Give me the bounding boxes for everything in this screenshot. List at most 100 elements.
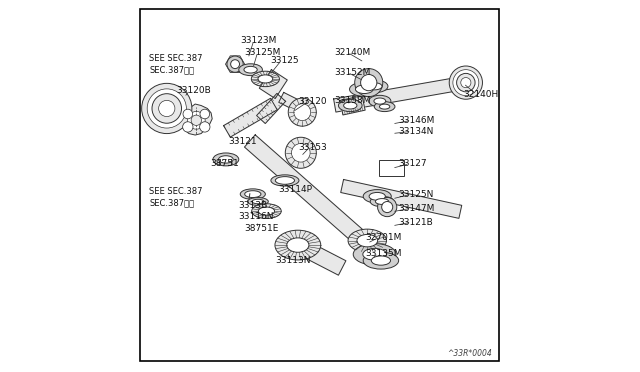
Ellipse shape: [370, 196, 394, 207]
Ellipse shape: [271, 175, 299, 186]
Text: 33152M: 33152M: [334, 68, 371, 77]
Ellipse shape: [371, 256, 390, 265]
Ellipse shape: [152, 94, 182, 123]
Ellipse shape: [200, 122, 210, 132]
Text: SEC.387参照: SEC.387参照: [149, 198, 195, 207]
Polygon shape: [259, 70, 287, 99]
Ellipse shape: [288, 98, 316, 126]
Text: 33121B: 33121B: [398, 218, 433, 227]
Text: 33123M: 33123M: [241, 36, 277, 45]
Text: 33125M: 33125M: [244, 48, 281, 57]
Ellipse shape: [294, 104, 310, 121]
Ellipse shape: [362, 80, 388, 93]
Ellipse shape: [287, 238, 309, 252]
Text: 33134N: 33134N: [398, 127, 434, 136]
Ellipse shape: [239, 64, 262, 76]
Text: 3313B: 3313B: [238, 201, 267, 210]
Ellipse shape: [183, 109, 193, 119]
Ellipse shape: [252, 204, 281, 218]
Ellipse shape: [363, 190, 391, 203]
Text: 32140M: 32140M: [334, 48, 371, 57]
Ellipse shape: [240, 189, 266, 199]
Ellipse shape: [349, 82, 379, 96]
Ellipse shape: [378, 198, 397, 217]
Ellipse shape: [230, 60, 239, 68]
Polygon shape: [333, 76, 467, 112]
Polygon shape: [225, 56, 244, 73]
Ellipse shape: [244, 191, 261, 198]
Ellipse shape: [285, 137, 316, 168]
Polygon shape: [244, 135, 383, 259]
Ellipse shape: [188, 112, 205, 129]
Ellipse shape: [367, 83, 382, 90]
Text: 33147M: 33147M: [398, 203, 435, 213]
Text: 33158M: 33158M: [334, 96, 371, 105]
Text: 33113N: 33113N: [275, 256, 310, 265]
Ellipse shape: [252, 71, 280, 87]
Ellipse shape: [449, 66, 483, 99]
Ellipse shape: [244, 66, 257, 73]
Ellipse shape: [147, 89, 186, 128]
Ellipse shape: [191, 115, 202, 125]
Text: 32140H: 32140H: [463, 90, 499, 99]
Polygon shape: [257, 93, 285, 124]
Text: 33125: 33125: [270, 56, 299, 65]
Ellipse shape: [380, 104, 390, 109]
Text: 33120: 33120: [298, 97, 326, 106]
Ellipse shape: [374, 98, 386, 104]
Text: 38751: 38751: [210, 158, 239, 168]
Ellipse shape: [182, 122, 193, 132]
Text: 33114P: 33114P: [278, 185, 313, 194]
Text: 33121: 33121: [228, 137, 257, 146]
Ellipse shape: [369, 192, 385, 200]
Ellipse shape: [258, 75, 273, 83]
Polygon shape: [223, 98, 277, 137]
Ellipse shape: [381, 202, 393, 212]
Text: SEC.387参照: SEC.387参照: [149, 65, 195, 74]
Text: 32701M: 32701M: [365, 233, 401, 242]
Text: SEE SEC.387: SEE SEC.387: [149, 187, 203, 196]
Ellipse shape: [369, 95, 391, 107]
Ellipse shape: [159, 100, 175, 116]
Ellipse shape: [227, 56, 243, 72]
Ellipse shape: [355, 68, 383, 97]
Text: 33135M: 33135M: [365, 249, 401, 258]
Text: ^33R*0004: ^33R*0004: [447, 349, 492, 358]
Text: SEE SEC.387: SEE SEC.387: [149, 54, 203, 63]
Ellipse shape: [360, 74, 377, 91]
Ellipse shape: [348, 229, 387, 252]
Ellipse shape: [453, 70, 479, 96]
Ellipse shape: [363, 252, 399, 269]
Ellipse shape: [374, 102, 395, 112]
Text: 33153: 33153: [299, 143, 327, 152]
Ellipse shape: [456, 73, 475, 92]
Polygon shape: [279, 92, 313, 117]
Ellipse shape: [355, 85, 373, 93]
Polygon shape: [340, 180, 461, 218]
Ellipse shape: [461, 77, 471, 88]
Ellipse shape: [213, 153, 239, 166]
Polygon shape: [180, 104, 212, 135]
Polygon shape: [294, 238, 346, 275]
Ellipse shape: [291, 144, 310, 162]
Ellipse shape: [248, 198, 268, 205]
Text: 33120B: 33120B: [177, 86, 211, 94]
Ellipse shape: [218, 156, 233, 163]
Ellipse shape: [252, 199, 264, 204]
Text: 33116N: 33116N: [238, 212, 273, 221]
Ellipse shape: [344, 102, 357, 109]
Text: 33127: 33127: [398, 159, 427, 169]
Ellipse shape: [353, 244, 396, 265]
Ellipse shape: [200, 109, 210, 119]
Ellipse shape: [357, 234, 378, 247]
Text: 38751E: 38751E: [244, 224, 278, 233]
Ellipse shape: [259, 207, 275, 215]
Polygon shape: [340, 96, 365, 115]
Ellipse shape: [339, 99, 362, 112]
Ellipse shape: [376, 199, 388, 205]
Bar: [379, 160, 404, 176]
Ellipse shape: [363, 248, 387, 260]
Ellipse shape: [141, 83, 192, 134]
Text: 33125N: 33125N: [398, 190, 434, 199]
Ellipse shape: [275, 177, 294, 184]
